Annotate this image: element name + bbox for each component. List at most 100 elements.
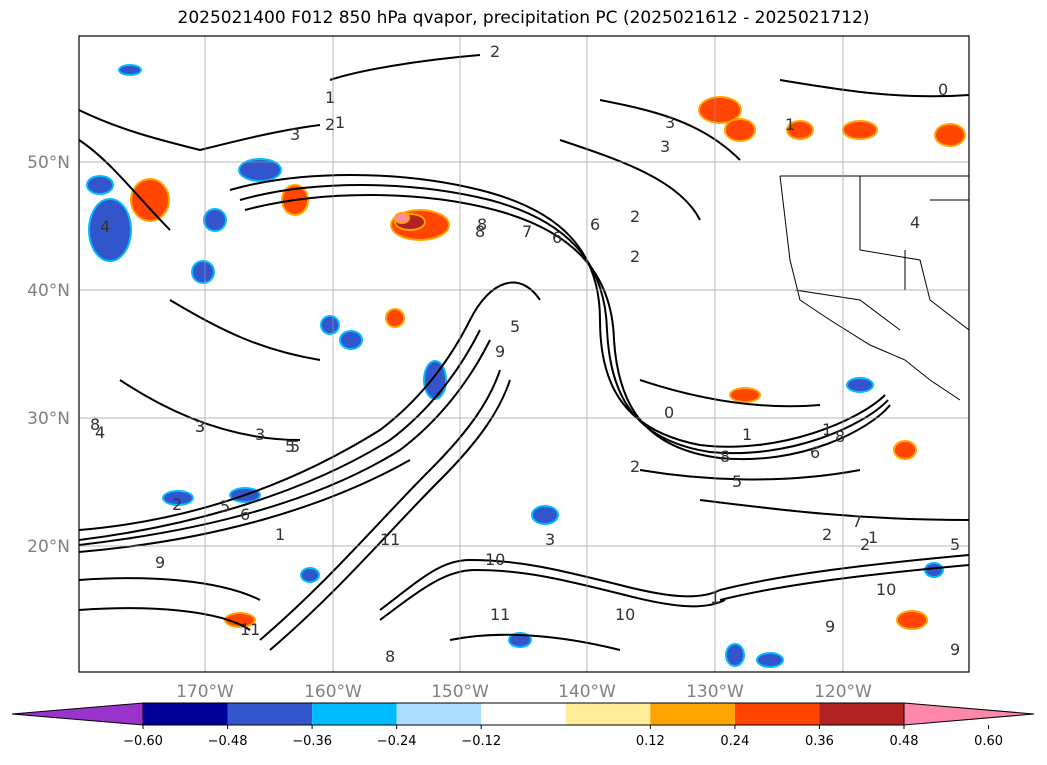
precip-blob [193,262,213,282]
colorbar-swatch [396,703,482,725]
contour-line [719,554,969,591]
colorbar-swatch [650,703,735,725]
qvapor-contours [79,54,969,651]
colorbar-tick-label: 0.24 [720,734,749,749]
colorbar-swatch [481,703,566,725]
contour-label: 5 [950,535,960,554]
contour-label: 2 [172,495,182,514]
contour-label: 11 [240,620,260,639]
contour-label: 3 [195,417,205,436]
lat-label-50n: 50°N [27,153,70,173]
precip-blob [302,569,318,581]
precip-blob [205,210,225,230]
contour-label: 8 [835,427,845,446]
contour-label: 10 [615,605,635,624]
contour-line [79,577,261,601]
contour-label: 5 [220,497,230,516]
colorbar-swatch [143,703,228,725]
precip-blob [425,362,445,398]
colorbar-tick-label: 0.36 [805,734,834,749]
contour-line [79,281,541,531]
contour-line [229,174,886,448]
contour-label: 2 [325,115,335,134]
contour-label: 2 [630,457,640,476]
contour-label: 1 [335,113,345,132]
contour-label: 6 [810,443,820,462]
precip-blob [726,120,754,140]
contour-line [699,499,969,521]
lon-label-120w: 120°W [814,682,872,702]
lat-label-40n: 40°N [27,281,70,301]
contour-line [244,194,891,461]
precip-blob [322,317,338,333]
precip-blob [132,180,168,220]
contour-line [779,79,969,98]
contour-label: 5 [290,437,300,456]
precip-blob [936,125,964,145]
precip-blob [895,442,915,458]
precip-blob [533,507,557,523]
contour-label: 4 [910,213,920,232]
contour-label: 8 [720,447,730,466]
contour-label: 10 [485,550,505,569]
contour-line [239,184,889,455]
colorbar-tick-label: −0.12 [461,734,501,749]
contour-label: 11 [380,530,400,549]
colorbar-tick-label: −0.24 [377,734,417,749]
precip-blob [226,614,254,626]
contour-label: 11 [490,605,510,624]
colorbar-swatch [819,703,904,725]
precip-blob [758,654,782,666]
precip-blob [731,389,759,401]
contour-line [79,607,251,631]
lon-label-130w: 130°W [686,682,744,702]
lon-label-150w: 150°W [431,682,489,702]
contour-label: 2 [630,247,640,266]
map-background [79,36,969,672]
precip-blob [341,332,361,348]
precip-blob [510,634,530,646]
contour-label: 10 [876,580,896,599]
contour-line [449,633,621,651]
contour-label: 9 [155,553,165,572]
contour-label: 8 [385,647,395,666]
contour-line [79,339,491,546]
contour-label: 9 [495,342,505,361]
colorbar-tick-label: 0.60 [974,734,1003,749]
contour-line [329,54,481,81]
precip-blob [848,379,872,391]
map-gridlines [79,36,969,672]
colorbar-swatch [312,703,397,725]
contour-label: 8 [90,415,100,434]
colorbar-tick-label: 0.48 [890,734,919,749]
contour-label: 2 [490,42,500,61]
coastline [779,175,969,401]
contour-line [79,139,171,231]
lon-label-170w: 170°W [176,682,234,702]
contour-line [169,299,321,361]
colorbar-swatch [227,703,313,725]
contour-line [559,139,701,221]
contour-label: 1 [822,420,832,439]
map-frame [78,35,970,673]
precip-blob [387,310,403,326]
chart-title: 2025021400 F012 850 hPa qvapor, precipit… [177,8,870,28]
colorbar-extend-low [11,702,144,726]
precip-blob [90,200,130,260]
contour-label: 3 [290,125,300,144]
contour-label: 5 [285,437,295,456]
precip-blob [120,66,140,74]
contour-label: 1 [785,115,795,134]
contour-line [259,369,501,641]
contour-label: 6 [590,215,600,234]
contour-label: 5 [510,317,520,336]
precip-blob [240,160,280,180]
lat-label-20n: 20°N [27,537,70,557]
contour-label: 6 [552,228,562,247]
contour-line [719,564,969,601]
contour-label: 2 [860,535,870,554]
contour-label: 9 [950,640,960,659]
colorbar-tick-label: 0.12 [636,734,665,749]
